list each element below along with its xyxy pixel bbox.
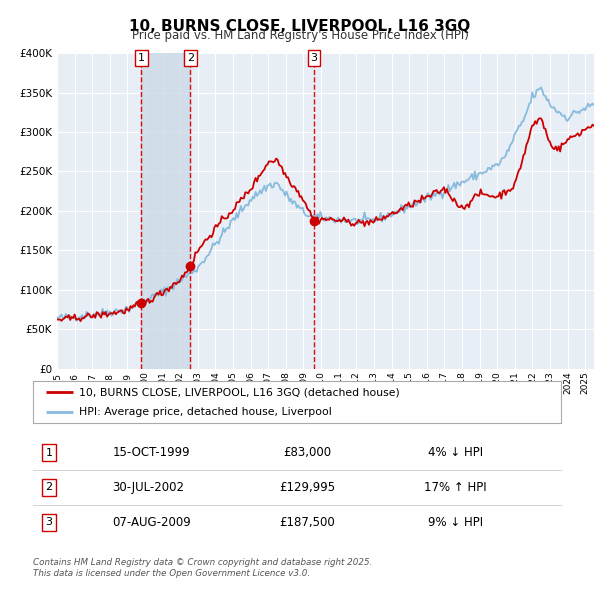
Text: 3: 3 (311, 53, 317, 63)
Text: 1: 1 (46, 448, 52, 457)
Text: 1: 1 (138, 53, 145, 63)
Text: 3: 3 (46, 517, 52, 527)
Text: 9% ↓ HPI: 9% ↓ HPI (428, 516, 483, 529)
Text: This data is licensed under the Open Government Licence v3.0.: This data is licensed under the Open Gov… (33, 569, 310, 578)
Text: 2: 2 (45, 483, 52, 493)
Text: 17% ↑ HPI: 17% ↑ HPI (424, 481, 487, 494)
Text: Contains HM Land Registry data © Crown copyright and database right 2025.: Contains HM Land Registry data © Crown c… (33, 558, 373, 566)
Text: £83,000: £83,000 (283, 446, 332, 459)
Text: 10, BURNS CLOSE, LIVERPOOL, L16 3GQ (detached house): 10, BURNS CLOSE, LIVERPOOL, L16 3GQ (det… (79, 388, 400, 398)
Text: £187,500: £187,500 (280, 516, 335, 529)
Bar (142, 53, 190, 369)
Text: 2: 2 (187, 53, 194, 63)
Text: 10, BURNS CLOSE, LIVERPOOL, L16 3GQ: 10, BURNS CLOSE, LIVERPOOL, L16 3GQ (130, 19, 470, 34)
Text: 4% ↓ HPI: 4% ↓ HPI (428, 446, 483, 459)
Text: 07-AUG-2009: 07-AUG-2009 (112, 516, 191, 529)
Text: £129,995: £129,995 (280, 481, 335, 494)
Text: 30-JUL-2002: 30-JUL-2002 (112, 481, 184, 494)
Text: Price paid vs. HM Land Registry's House Price Index (HPI): Price paid vs. HM Land Registry's House … (131, 30, 469, 42)
Text: HPI: Average price, detached house, Liverpool: HPI: Average price, detached house, Live… (79, 407, 332, 417)
Text: 15-OCT-1999: 15-OCT-1999 (112, 446, 190, 459)
